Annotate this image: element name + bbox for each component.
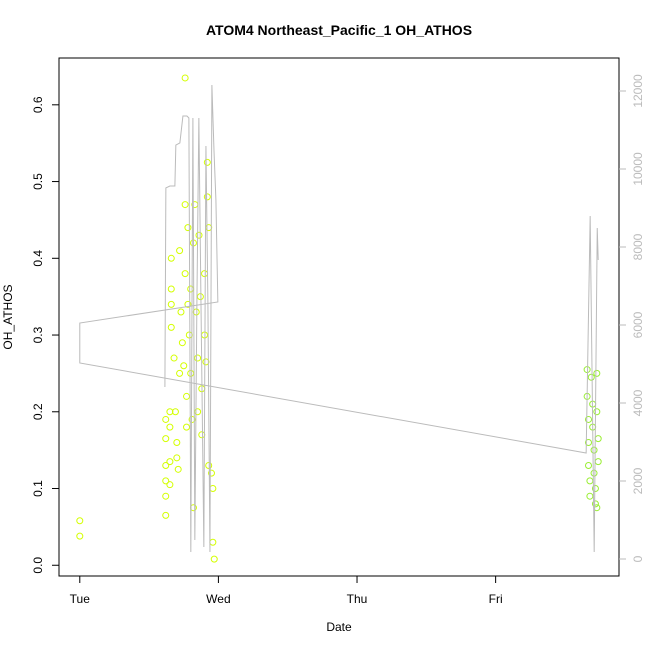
y2-tick-label: 2000 bbox=[631, 467, 645, 494]
point bbox=[176, 369, 184, 377]
point bbox=[591, 485, 599, 493]
point bbox=[170, 354, 178, 362]
y2-tick-label: 4000 bbox=[631, 389, 645, 416]
y-tick-label: 0.5 bbox=[31, 173, 45, 190]
point bbox=[167, 300, 175, 308]
point bbox=[586, 492, 594, 500]
point bbox=[593, 369, 601, 377]
point bbox=[201, 270, 209, 278]
point bbox=[209, 538, 217, 546]
point bbox=[187, 369, 195, 377]
point bbox=[184, 224, 192, 232]
point bbox=[176, 247, 184, 255]
y2-tick-label: 12000 bbox=[631, 74, 645, 108]
point bbox=[167, 285, 175, 293]
point bbox=[192, 308, 200, 316]
point bbox=[586, 477, 594, 485]
point bbox=[203, 193, 211, 201]
point bbox=[162, 461, 170, 469]
point bbox=[202, 358, 210, 366]
y-axis-label: OH_ATHOS bbox=[1, 284, 15, 349]
point bbox=[166, 423, 174, 431]
point bbox=[203, 158, 211, 166]
y2-tick-label: 10000 bbox=[631, 152, 645, 186]
point bbox=[194, 354, 202, 362]
point bbox=[183, 423, 191, 431]
point bbox=[180, 362, 188, 370]
point bbox=[173, 438, 181, 446]
point bbox=[181, 201, 189, 209]
point bbox=[76, 532, 84, 540]
point bbox=[166, 458, 174, 466]
point bbox=[585, 461, 593, 469]
point bbox=[177, 308, 185, 316]
point bbox=[187, 285, 195, 293]
point bbox=[167, 323, 175, 331]
point bbox=[587, 373, 595, 381]
point bbox=[594, 435, 602, 443]
line bbox=[79, 84, 599, 553]
point bbox=[76, 517, 84, 525]
x-tick-label: Thu bbox=[347, 592, 368, 606]
y-tick-label: 0.1 bbox=[31, 480, 45, 497]
point bbox=[198, 431, 206, 439]
y-tick-label: 0.4 bbox=[31, 250, 45, 267]
point bbox=[162, 435, 170, 443]
y2-tick-label: 8000 bbox=[631, 233, 645, 260]
x-tick-label: Wed bbox=[206, 592, 230, 606]
y-tick-label: 0.0 bbox=[31, 557, 45, 574]
point bbox=[162, 477, 170, 485]
point bbox=[210, 555, 218, 563]
point bbox=[593, 408, 601, 416]
point bbox=[162, 492, 170, 500]
plot-box bbox=[58, 57, 620, 577]
x-tick-label: Tue bbox=[70, 592, 91, 606]
point bbox=[173, 454, 181, 462]
point bbox=[195, 231, 203, 239]
y-tick-label: 0.3 bbox=[31, 326, 45, 343]
point bbox=[205, 461, 213, 469]
point bbox=[184, 300, 192, 308]
y2-tick-label: 0 bbox=[631, 555, 645, 562]
point bbox=[590, 446, 598, 454]
point bbox=[171, 408, 179, 416]
y-tick-label: 0.6 bbox=[31, 96, 45, 113]
point bbox=[594, 458, 602, 466]
x-axis-label: Date bbox=[326, 620, 352, 634]
point bbox=[591, 500, 599, 508]
chart-title: ATOM4 Northeast_Pacific_1 OH_ATHOS bbox=[206, 22, 472, 38]
point bbox=[181, 74, 189, 82]
point bbox=[585, 415, 593, 423]
point bbox=[178, 339, 186, 347]
point bbox=[166, 481, 174, 489]
point bbox=[590, 469, 598, 477]
point bbox=[162, 511, 170, 519]
point bbox=[162, 415, 170, 423]
point bbox=[188, 415, 196, 423]
point bbox=[174, 465, 182, 473]
point bbox=[167, 254, 175, 262]
y-tick-label: 0.2 bbox=[31, 403, 45, 420]
point bbox=[585, 438, 593, 446]
x-tick-label: Fri bbox=[489, 592, 503, 606]
point bbox=[183, 392, 191, 400]
y2-tick-label: 6000 bbox=[631, 311, 645, 338]
point bbox=[207, 469, 215, 477]
point bbox=[209, 485, 217, 493]
point bbox=[181, 270, 189, 278]
